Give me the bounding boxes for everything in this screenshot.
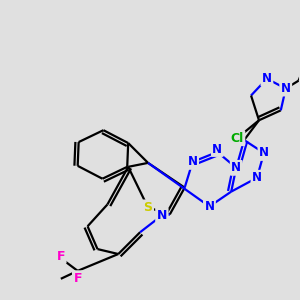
- Text: S: S: [143, 201, 152, 214]
- Text: N: N: [259, 146, 269, 160]
- Text: Cl: Cl: [231, 132, 244, 145]
- Text: N: N: [157, 209, 167, 222]
- Text: N: N: [212, 142, 222, 155]
- Text: N: N: [262, 72, 272, 85]
- Text: N: N: [252, 171, 262, 184]
- Text: N: N: [281, 82, 291, 95]
- Text: F: F: [57, 250, 65, 262]
- Text: N: N: [231, 161, 241, 174]
- Text: N: N: [204, 200, 214, 213]
- Text: N: N: [188, 155, 198, 168]
- Text: F: F: [74, 272, 82, 285]
